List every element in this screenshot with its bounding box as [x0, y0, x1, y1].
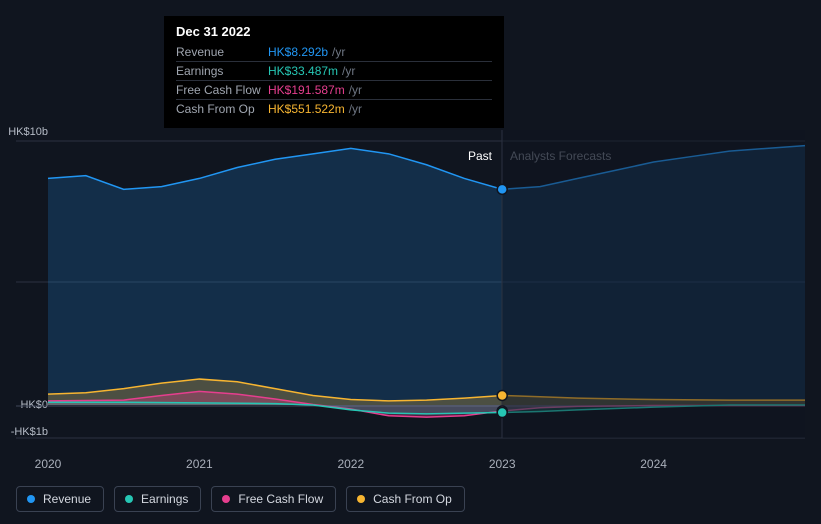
- tooltip-unit: /yr: [345, 83, 362, 97]
- tooltip-row: EarningsHK$33.487m/yr: [176, 62, 492, 81]
- legend-dot: [222, 495, 230, 503]
- legend-item[interactable]: Cash From Op: [346, 486, 465, 512]
- legend-dot: [27, 495, 35, 503]
- x-tick: 2024: [640, 457, 667, 471]
- tooltip-unit: /yr: [328, 45, 345, 59]
- tooltip-metric: Earnings: [176, 62, 268, 81]
- tooltip-value: HK$33.487m: [268, 64, 338, 78]
- tooltip-unit: /yr: [345, 102, 362, 116]
- legend-label: Revenue: [43, 492, 91, 506]
- tooltip-row: Cash From OpHK$551.522m/yr: [176, 100, 492, 119]
- legend-dot: [125, 495, 133, 503]
- tooltip-date: Dec 31 2022: [176, 24, 492, 39]
- tooltip-metric: Free Cash Flow: [176, 81, 268, 100]
- x-axis: 2020 2021 2022 2023 2024: [16, 457, 805, 477]
- tooltip-row: Free Cash FlowHK$191.587m/yr: [176, 81, 492, 100]
- chart-tooltip: Dec 31 2022 RevenueHK$8.292b/yrEarningsH…: [164, 16, 504, 128]
- tooltip-value: HK$8.292b: [268, 45, 328, 59]
- legend-label: Cash From Op: [373, 492, 452, 506]
- tooltip-unit: /yr: [338, 64, 355, 78]
- legend-label: Earnings: [141, 492, 188, 506]
- tooltip-metric: Cash From Op: [176, 100, 268, 119]
- x-tick: 2022: [337, 457, 364, 471]
- tooltip-value: HK$551.522m: [268, 102, 345, 116]
- tooltip-row: RevenueHK$8.292b/yr: [176, 43, 492, 62]
- legend-item[interactable]: Free Cash Flow: [211, 486, 336, 512]
- tooltip-metric: Revenue: [176, 43, 268, 62]
- x-tick: 2023: [489, 457, 516, 471]
- legend-dot: [357, 495, 365, 503]
- x-tick: 2021: [186, 457, 213, 471]
- legend-label: Free Cash Flow: [238, 492, 323, 506]
- legend-item[interactable]: Earnings: [114, 486, 201, 512]
- x-tick: 2020: [35, 457, 62, 471]
- legend-item[interactable]: Revenue: [16, 486, 104, 512]
- chart-legend: Revenue Earnings Free Cash Flow Cash From O…: [16, 486, 465, 512]
- tooltip-value: HK$191.587m: [268, 83, 345, 97]
